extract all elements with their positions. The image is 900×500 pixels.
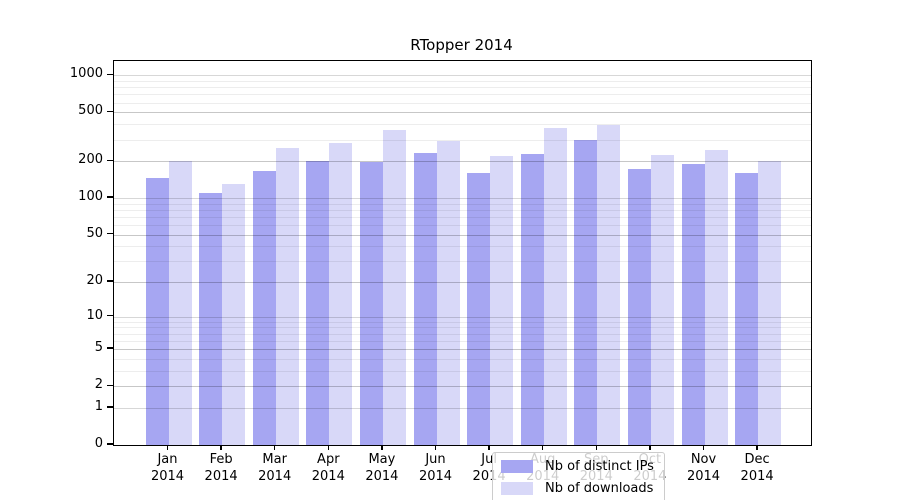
bar-downloads <box>168 161 192 445</box>
y-tick-mark <box>107 73 113 75</box>
y-tick-mark <box>107 315 113 317</box>
legend-label-downloads: Nb of downloads <box>545 481 654 496</box>
x-tick-mark <box>434 445 437 451</box>
x-tick-mark <box>702 445 705 451</box>
bar-distinct-ips <box>681 164 705 445</box>
bar-downloads <box>543 127 567 445</box>
x-tick-mark <box>488 445 490 451</box>
bar-downloads <box>329 143 353 445</box>
bar-distinct-ips <box>199 193 223 445</box>
x-tick-label: Mar 2014 <box>258 452 292 484</box>
x-tick-mark <box>220 445 222 451</box>
bar-distinct-ips <box>467 172 491 445</box>
x-tick-mark <box>595 445 597 451</box>
x-tick-mark <box>381 445 383 451</box>
bar-distinct-ips <box>574 140 598 445</box>
legend-swatch-distinct-ips <box>501 460 533 473</box>
x-tick-mark <box>649 445 651 451</box>
y-tick-label: 5 <box>94 340 103 356</box>
y-tick-label: 2 <box>94 377 103 393</box>
bar-distinct-ips <box>627 169 651 445</box>
legend-swatch-downloads <box>501 482 533 495</box>
bar-distinct-ips <box>520 153 544 445</box>
bar-downloads <box>650 155 674 445</box>
bar-downloads <box>597 125 621 445</box>
legend-item-downloads: Nb of downloads <box>501 481 654 496</box>
bar-downloads <box>490 156 514 445</box>
x-tick-label: Apr 2014 <box>311 452 345 484</box>
y-tick-mark <box>107 110 113 113</box>
y-tick-label: 100 <box>78 189 103 205</box>
y-tick-mark <box>107 159 113 161</box>
y-tick-mark <box>107 280 113 282</box>
x-tick-label: Nov 2014 <box>686 452 721 484</box>
x-tick-mark <box>274 445 276 451</box>
bar-downloads <box>758 160 782 445</box>
x-tick-mark <box>166 445 169 451</box>
bars-layer <box>114 61 811 445</box>
y-tick-mark <box>107 196 113 198</box>
bar-distinct-ips <box>306 161 330 445</box>
y-tick-mark <box>107 232 113 235</box>
y-tick-label: 200 <box>78 152 103 168</box>
x-tick-label: Jan 2014 <box>150 452 185 484</box>
x-tick-label: May 2014 <box>365 452 399 484</box>
x-tick-label: Feb 2014 <box>204 452 238 484</box>
y-tick-label: 1000 <box>69 66 103 82</box>
y-tick-mark <box>107 443 113 445</box>
plot-area: Nb of distinct IPs Nb of downloads <box>113 60 812 500</box>
bar-distinct-ips <box>735 173 759 445</box>
y-tick-label: 20 <box>86 273 103 289</box>
y-tick-label: 10 <box>86 307 103 323</box>
x-tick-label: Dec 2014 <box>740 452 774 484</box>
bar-downloads <box>704 150 728 445</box>
y-tick-mark <box>107 406 113 408</box>
y-tick-mark <box>107 384 113 386</box>
legend: Nb of distinct IPs Nb of downloads <box>492 452 665 500</box>
bar-downloads <box>222 184 246 445</box>
y-tick-label: 0 <box>94 436 103 451</box>
x-tick-label: Jun 2014 <box>418 452 453 484</box>
bar-downloads <box>382 129 406 445</box>
bar-downloads <box>275 148 299 445</box>
legend-item-distinct-ips: Nb of distinct IPs <box>501 459 654 474</box>
x-tick-mark <box>542 445 544 451</box>
bar-distinct-ips <box>359 162 383 445</box>
bar-downloads <box>436 141 460 445</box>
bar-distinct-ips <box>252 170 276 445</box>
y-tick-label: 500 <box>78 103 103 119</box>
chart-title: RTopper 2014 <box>410 36 513 54</box>
bar-distinct-ips <box>413 152 437 445</box>
legend-label-distinct-ips: Nb of distinct IPs <box>545 459 654 474</box>
y-tick-label: 1 <box>94 398 103 414</box>
x-tick-mark <box>327 445 329 451</box>
x-tick-mark <box>756 445 758 451</box>
y-tick-label: 50 <box>86 225 103 241</box>
bar-distinct-ips <box>145 178 169 445</box>
y-tick-mark <box>107 347 113 349</box>
